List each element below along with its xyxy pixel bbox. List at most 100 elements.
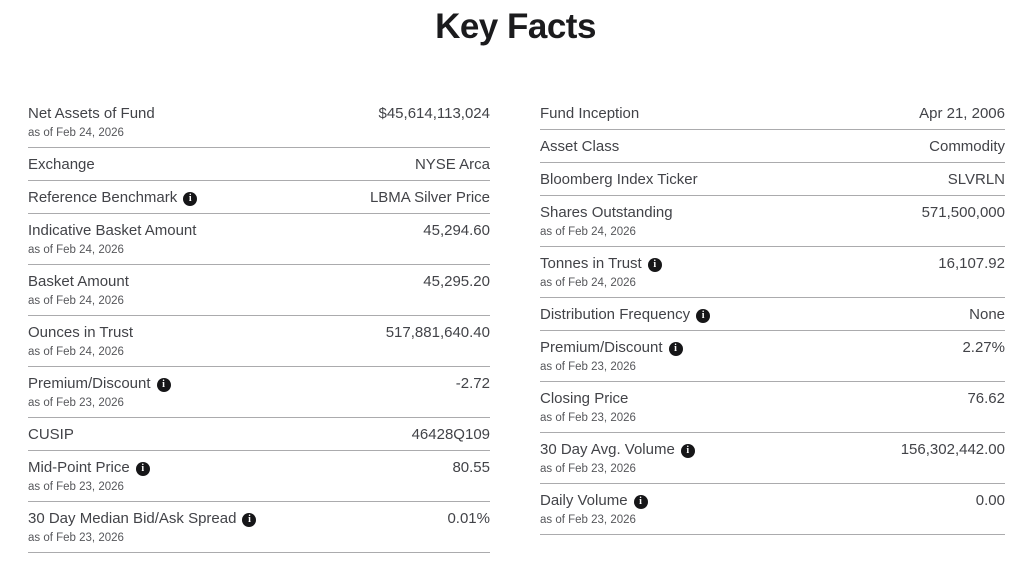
fact-label-line: Fund Inception	[540, 104, 639, 123]
fact-label-line: Premium/Discount i	[540, 338, 683, 357]
fact-label: Basket Amount	[28, 273, 129, 290]
key-fact-row: Asset Class Commodity	[540, 130, 1005, 163]
fact-label-cell: Asset Class	[540, 137, 619, 156]
fact-label: Net Assets of Fund	[28, 105, 155, 122]
info-icon-glyph: i	[162, 378, 165, 390]
fact-value: 80.55	[452, 459, 490, 476]
key-fact-row: Tonnes in Trust i as of Feb 24, 2026 16,107…	[540, 247, 1005, 298]
fact-label-line: Net Assets of Fund	[28, 104, 155, 123]
key-fact-row: Indicative Basket Amount as of Feb 24, 20…	[28, 214, 490, 265]
fact-label: CUSIP	[28, 426, 74, 443]
fact-value: NYSE Arca	[414, 156, 490, 173]
fact-label-cell: 30 Day Avg. Volume i as of Feb 23, 2026	[540, 440, 695, 477]
key-fact-row: Premium/Discount i as of Feb 23, 2026 2.27%	[540, 331, 1005, 382]
fact-value: 156,302,442.00	[900, 441, 1005, 458]
fact-label-cell: Ounces in Trust as of Feb 24, 2026	[28, 323, 133, 360]
key-fact-row: Exchange NYSE Arca	[28, 148, 490, 181]
fact-value: -2.72	[455, 375, 490, 392]
fact-label-cell: Reference Benchmark i	[28, 188, 198, 207]
key-facts-section: Key Facts Net Assets of Fund as of Feb 24…	[0, 8, 1031, 553]
fact-label: Reference Benchmark	[28, 189, 178, 206]
fact-value: SLVRLN	[947, 171, 1005, 188]
key-fact-row: Bloomberg Index Ticker SLVRLN	[540, 163, 1005, 196]
fact-as-of-date: as of Feb 23, 2026	[28, 532, 124, 544]
fact-label: Asset Class	[540, 138, 620, 155]
fact-label-line: Indicative Basket Amount	[28, 221, 196, 240]
fact-label-cell: Fund Inception	[540, 104, 639, 123]
key-facts-column-left: Net Assets of Fund as of Feb 24, 2026 $45,…	[28, 97, 490, 553]
info-icon-glyph: i	[653, 258, 657, 270]
fact-label: 30 Day Median Bid/Ask Spread	[28, 510, 237, 527]
fact-label-cell: Premium/Discount i as of Feb 23, 2026	[540, 338, 683, 375]
fact-label: Exchange	[28, 156, 95, 173]
key-fact-row: Net Assets of Fund as of Feb 24, 2026 $45,…	[28, 97, 490, 148]
info-icon[interactable]: i	[135, 461, 150, 476]
fact-label-cell: Basket Amount as of Feb 24, 2026	[28, 272, 129, 309]
info-icon-glyph: i	[141, 462, 145, 474]
fact-label-cell: CUSIP	[28, 425, 74, 444]
fact-as-of-date: as of Feb 24, 2026	[28, 244, 124, 256]
fact-as-of-date: as of Feb 24, 2026	[28, 346, 124, 358]
fact-label-line: 30 Day Avg. Volume i	[540, 440, 695, 459]
key-fact-row: Reference Benchmark i LBMA Silver Price	[28, 181, 490, 214]
fact-label-cell: Premium/Discount i as of Feb 23, 2026	[28, 374, 171, 411]
info-icon[interactable]: i	[183, 191, 198, 206]
fact-label: Daily Volume	[540, 492, 628, 509]
fact-as-of-date: as of Feb 24, 2026	[540, 277, 636, 289]
info-icon[interactable]: i	[696, 308, 711, 323]
info-icon[interactable]: i	[668, 341, 683, 356]
fact-label-line: Shares Outstanding	[540, 203, 673, 222]
fact-label-cell: Tonnes in Trust i as of Feb 24, 2026	[540, 254, 662, 291]
info-icon[interactable]: i	[680, 443, 695, 458]
key-fact-row: Fund Inception Apr 21, 2006	[540, 97, 1005, 130]
info-icon[interactable]: i	[242, 512, 257, 527]
fact-as-of-date: as of Feb 23, 2026	[540, 463, 636, 475]
fact-label: Bloomberg Index Ticker	[540, 171, 698, 188]
fact-label-cell: Daily Volume i as of Feb 23, 2026	[540, 491, 648, 528]
fact-label-line: Closing Price	[540, 389, 636, 408]
fact-label-cell: Indicative Basket Amount as of Feb 24, 20…	[28, 221, 196, 258]
fact-value: 0.00	[975, 492, 1005, 509]
fact-as-of-date: as of Feb 23, 2026	[28, 481, 124, 493]
fact-value: 571,500,000	[921, 204, 1005, 221]
page-title: Key Facts	[435, 7, 596, 46]
fact-label-line: Ounces in Trust	[28, 323, 133, 342]
fact-label-cell: Exchange	[28, 155, 95, 174]
fact-value: 45,295.20	[423, 273, 490, 290]
key-fact-row: Basket Amount as of Feb 24, 2026 45,295.20	[28, 265, 490, 316]
fact-label-line: 30 Day Median Bid/Ask Spread i	[28, 509, 257, 528]
info-icon-glyph: i	[639, 495, 642, 507]
fact-label: Indicative Basket Amount	[28, 222, 197, 239]
fact-as-of-date: as of Feb 23, 2026	[540, 361, 636, 373]
fact-label-line: Bloomberg Index Ticker	[540, 170, 698, 189]
info-icon[interactable]: i	[633, 494, 648, 509]
info-icon[interactable]: i	[156, 377, 171, 392]
key-fact-row: 30 Day Avg. Volume i as of Feb 23, 2026 156…	[540, 433, 1005, 484]
fact-as-of-date: as of Feb 23, 2026	[540, 514, 636, 526]
key-fact-row: Distribution Frequency i None	[540, 298, 1005, 331]
info-icon-glyph: i	[248, 513, 251, 525]
fact-as-of-date: as of Feb 24, 2026	[28, 127, 124, 139]
fact-value: 76.62	[967, 390, 1005, 407]
fact-label-line: Premium/Discount i	[28, 374, 171, 393]
key-fact-row: Mid-Point Price i as of Feb 23, 2026 80.55	[28, 451, 490, 502]
fact-label-line: Distribution Frequency i	[540, 305, 711, 324]
fact-as-of-date: as of Feb 23, 2026	[28, 397, 124, 409]
fact-label-line: Exchange	[28, 155, 95, 174]
key-fact-row: Ounces in Trust as of Feb 24, 2026 517,881…	[28, 316, 490, 367]
key-facts-column-right: Fund Inception Apr 21, 2006 Asset Class Com…	[540, 97, 1005, 553]
fact-label-cell: 30 Day Median Bid/Ask Spread i as of Feb 2…	[28, 509, 257, 546]
fact-label-line: Tonnes in Trust i	[540, 254, 662, 273]
key-fact-row: Daily Volume i as of Feb 23, 2026 0.00	[540, 484, 1005, 535]
fact-label-cell: Net Assets of Fund as of Feb 24, 2026	[28, 104, 155, 141]
key-fact-row: Shares Outstanding as of Feb 24, 2026 571,…	[540, 196, 1005, 247]
fact-label-line: Daily Volume i	[540, 491, 648, 510]
fact-label: Premium/Discount	[28, 375, 151, 392]
fact-value: 0.01%	[447, 510, 490, 527]
fact-value: 2.27%	[962, 339, 1005, 356]
fact-label-line: CUSIP	[28, 425, 74, 444]
fact-label: Tonnes in Trust	[540, 255, 642, 272]
fact-label: 30 Day Avg. Volume	[540, 441, 675, 458]
info-icon[interactable]: i	[647, 257, 662, 272]
fact-label-line: Mid-Point Price i	[28, 458, 150, 477]
